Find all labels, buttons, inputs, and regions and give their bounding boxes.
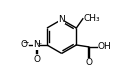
Text: CH₃: CH₃ [83, 14, 100, 23]
Text: −: − [22, 39, 28, 48]
Text: OH: OH [97, 42, 111, 51]
Text: N: N [33, 41, 40, 49]
Text: O: O [85, 58, 92, 67]
Text: +: + [36, 41, 41, 46]
Text: N: N [58, 15, 65, 24]
Text: O: O [33, 55, 40, 64]
Text: O: O [21, 41, 28, 49]
